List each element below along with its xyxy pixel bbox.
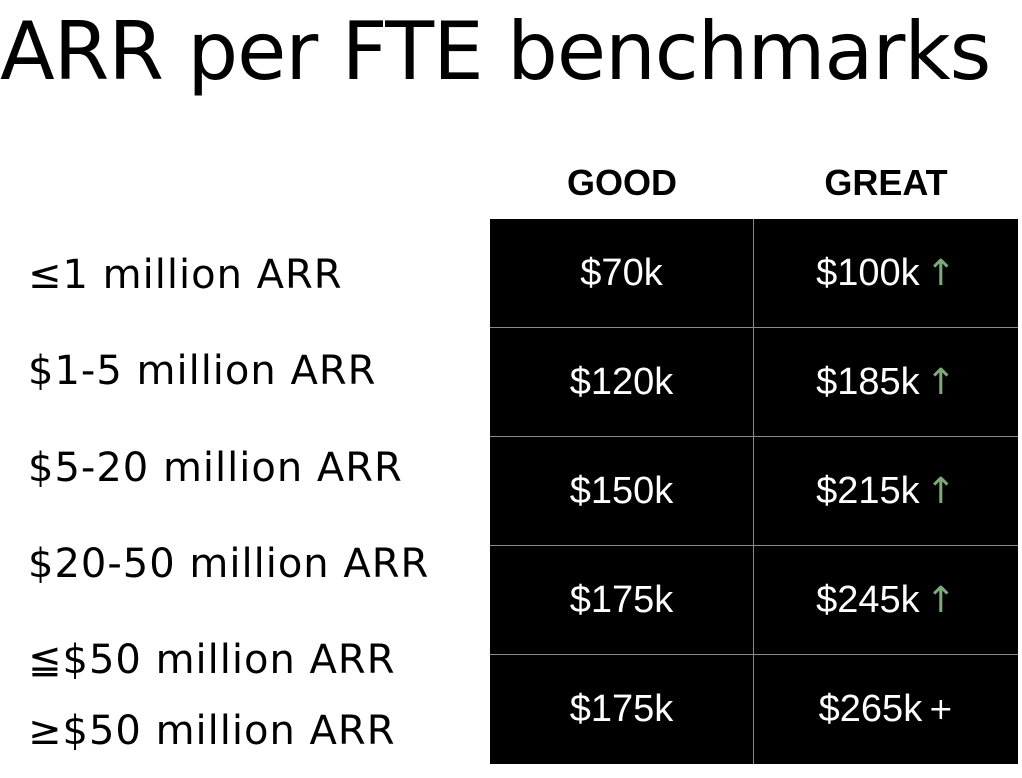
cell-great-value: $100k bbox=[816, 251, 920, 294]
cell-great-4: $245k ↑ bbox=[754, 546, 1018, 655]
cell-good-value: $70k bbox=[580, 251, 663, 294]
cell-good-value: $175k bbox=[569, 688, 674, 730]
up-arrow-icon: ↑ bbox=[925, 579, 956, 621]
cell-great-3: $215k ↑ bbox=[754, 437, 1018, 546]
cell-good-value: $150k bbox=[569, 469, 674, 512]
up-arrow-icon: ↑ bbox=[925, 252, 956, 294]
cell-good-5: $175k bbox=[490, 655, 754, 764]
row-label-5: ≦$50 million ARR bbox=[28, 637, 396, 683]
cell-great-value: $245k bbox=[816, 578, 920, 621]
cell-great-value: $185k bbox=[816, 360, 920, 403]
row-label-3: $5-20 million ARR bbox=[28, 445, 403, 491]
cell-good-value: $175k bbox=[569, 578, 674, 621]
row-label-4: $20-50 million ARR bbox=[28, 541, 430, 587]
row-label-1: ≤1 million ARR bbox=[28, 252, 343, 298]
cell-good-value: $120k bbox=[569, 360, 674, 403]
cell-great-2: $185k ↑ bbox=[754, 328, 1018, 437]
cell-good-1: $70k bbox=[490, 219, 754, 328]
cell-great-value: $265k bbox=[818, 688, 923, 730]
plus-icon: + bbox=[928, 692, 954, 727]
cell-good-4: $175k bbox=[490, 546, 754, 655]
column-header-great: GREAT bbox=[824, 162, 948, 203]
cell-great-1: $100k ↑ bbox=[754, 219, 1018, 328]
cell-great-5: $265k + bbox=[754, 655, 1018, 764]
cell-good-2: $120k bbox=[490, 328, 754, 437]
row-label-6: ≥$50 million ARR bbox=[28, 708, 396, 754]
cell-good-3: $150k bbox=[490, 437, 754, 546]
up-arrow-icon: ↑ bbox=[925, 361, 956, 403]
benchmark-table: $70k $100k ↑ $120k $185k ↑ $150k $215k ↑ $1… bbox=[490, 219, 1018, 764]
row-label-2: $1-5 million ARR bbox=[28, 348, 377, 394]
up-arrow-icon: ↑ bbox=[925, 470, 956, 512]
cell-great-value: $215k bbox=[816, 469, 920, 512]
page-title: ARR per FTE benchmarks bbox=[0, 5, 991, 98]
column-header-good: GOOD bbox=[566, 162, 677, 203]
